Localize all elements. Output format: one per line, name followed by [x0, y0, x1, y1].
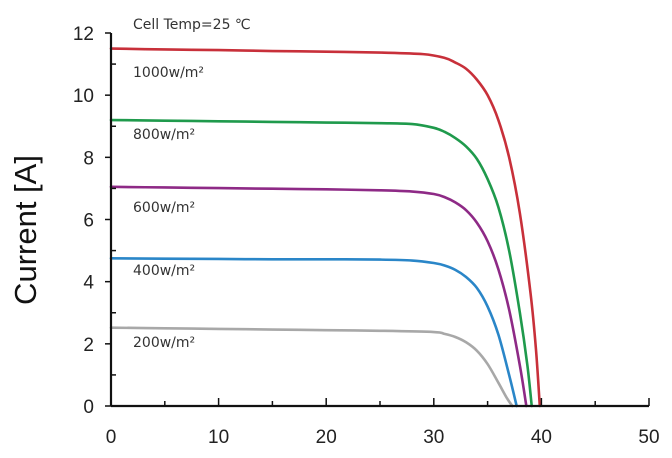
x-tick-label: 20	[316, 427, 337, 448]
x-tick-label: 0	[106, 427, 117, 448]
series-lines	[109, 47, 542, 408]
y-tick-label: 4	[83, 273, 94, 294]
series-line-4	[109, 326, 514, 408]
y-axis-title: Current [A]	[8, 155, 43, 305]
series-label-3: 400w/m²	[133, 263, 195, 279]
y-tick-label: 10	[73, 86, 94, 107]
series-line-0	[109, 47, 542, 408]
y-tick-label: 12	[73, 24, 94, 45]
series-line-3	[109, 257, 518, 408]
series-label-0: 1000w/m²	[133, 65, 204, 81]
series-line-2	[109, 185, 528, 408]
axes	[105, 32, 650, 408]
series-label-4: 200w/m²	[133, 335, 195, 351]
series-label-1: 800w/m²	[133, 127, 195, 143]
y-tick-label: 6	[83, 211, 94, 232]
annotations: Cell Temp=25 ℃ 1000w/m² 800w/m² 600w/m² 400w…	[133, 17, 251, 351]
y-tick-label: 2	[83, 335, 94, 356]
series-line-1	[109, 118, 534, 408]
x-tick-label: 40	[531, 427, 552, 448]
series-label-2: 600w/m²	[133, 200, 195, 216]
y-tick-label: 8	[83, 148, 94, 169]
condition-annotation: Cell Temp=25 ℃	[133, 17, 251, 33]
tick-labels: 0 10 20 30 40 50 0 2 4 6 8 10 12	[73, 24, 660, 448]
x-tick-label: 50	[638, 427, 659, 448]
x-tick-label: 30	[423, 427, 444, 448]
y-tick-label: 0	[83, 397, 94, 418]
x-tick-label: 10	[208, 427, 229, 448]
